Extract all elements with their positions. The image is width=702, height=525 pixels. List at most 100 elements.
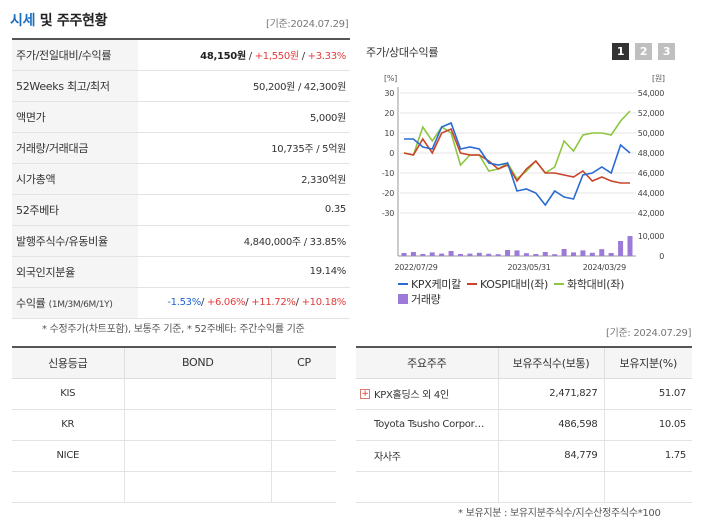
volume-bar	[542, 252, 548, 256]
info-value: 4,840,000주 / 33.85%	[138, 225, 350, 257]
returns-period: (1M/3M/6M/1Y)	[48, 299, 113, 310]
legend-kospi-label: KOSPI대비(좌)	[479, 277, 549, 291]
right-tick-label: 42,000	[638, 209, 664, 218]
info-row: 52주베타 0.35	[12, 194, 350, 226]
return-1m: -1.53%	[167, 297, 201, 308]
info-label: 52Weeks 최고/최저	[12, 70, 138, 102]
table-row: KIS	[12, 378, 336, 410]
left-axis-unit: [%]	[384, 74, 397, 83]
right-axis-unit: [원]	[652, 74, 665, 83]
info-value: 2,330억원	[138, 163, 350, 195]
info-row: 시가총액 2,330억원	[12, 163, 350, 195]
volume-bar	[476, 252, 482, 256]
legend-row: 거래량	[398, 291, 630, 306]
volume-bar	[439, 253, 445, 256]
volume-bar	[627, 236, 633, 256]
chart-legend: KPX케미칼 KOSPI대비(좌) 화학대비(좌) 거래량	[398, 276, 630, 306]
price-change: +1,550원	[254, 51, 299, 63]
volume-bar	[410, 252, 416, 256]
volume-bar	[608, 253, 614, 256]
info-value: 0.35	[138, 194, 350, 226]
chart-title: 주가/상대수익률	[366, 46, 439, 59]
volume-bar	[580, 250, 586, 256]
holders-base-date: [기준: 2024.07.29]	[606, 328, 692, 339]
legend-chem[interactable]: 화학대비(좌)	[554, 276, 624, 292]
volume-bar	[552, 254, 558, 256]
credit-cp	[270, 440, 336, 472]
right-tick-label: 48,000	[638, 149, 664, 158]
info-row: 거래량/거래대금 10,735주 / 5억원	[12, 132, 350, 164]
credit-bond	[123, 409, 272, 441]
expand-plus-icon[interactable]: +	[360, 388, 370, 399]
info-row: 52Weeks 최고/최저 50,200원 / 42,300원	[12, 70, 350, 102]
volume-bar	[618, 241, 624, 256]
price-rate: +3.33%	[307, 51, 347, 63]
credit-header-cell: 신용등급	[12, 347, 124, 379]
info-label: 발행주식수/유동비율	[12, 225, 138, 257]
right-tick-label: 44,000	[638, 189, 664, 198]
volume-bar	[448, 251, 454, 256]
info-row: 발행주식수/유동비율 4,840,000주 / 33.85%	[12, 225, 350, 257]
legend-volume[interactable]: 거래량	[398, 291, 441, 307]
holder-stake: 51.07	[603, 378, 692, 410]
table-row: NICE	[12, 440, 336, 472]
credit-agency: KIS	[12, 378, 124, 410]
legend-kospi[interactable]: KOSPI대비(좌)	[466, 276, 549, 292]
holders-header-cell: 주요주주	[356, 347, 498, 379]
credit-bond	[123, 378, 272, 410]
info-value: 10,735주 / 5억원	[138, 132, 350, 164]
right-tick-label: 50,000	[638, 129, 664, 138]
volume-bar	[467, 253, 473, 256]
credit-agency: NICE	[12, 440, 124, 472]
kpx-line	[404, 121, 631, 207]
section-title: 시세 및 주주현황	[10, 10, 108, 30]
credit-bond	[123, 440, 272, 472]
info-row: 외국인지분율 19.14%	[12, 256, 350, 288]
volume-bar	[589, 252, 595, 256]
chart-tabs: 1 2 3	[612, 43, 675, 60]
return-6m: +11.72%	[251, 297, 296, 308]
legend-kpx[interactable]: KPX케미칼	[398, 276, 461, 292]
holders-header-cell: 보유주식수(보통)	[497, 347, 604, 379]
chart-grid	[397, 87, 636, 257]
info-label: 시가총액	[12, 163, 138, 195]
holder-shares: 84,779	[497, 440, 604, 472]
left-tick-label: 30	[384, 89, 394, 98]
holder-shares	[497, 471, 604, 503]
holder-shares: 486,598	[497, 409, 604, 441]
kospi-swatch	[466, 282, 477, 285]
holders-header: 주요주주 보유주식수(보통) 보유지분(%)	[356, 347, 692, 379]
info-label: 거래량/거래대금	[12, 132, 138, 164]
table-row	[356, 471, 692, 503]
volume-bar	[599, 249, 605, 256]
info-label: 주가/전일대비/수익률	[12, 39, 138, 71]
holder-stake	[603, 471, 692, 503]
price-values: 48,150원 / +1,550원 / +3.33%	[138, 39, 350, 71]
info-row: 수익률 (1M/3M/6M/1Y) -1.53%/ +6.06%/ +11.72…	[12, 287, 350, 319]
chart-ticks: 30 54,000 20 52,000 10 50,000 0 48,000 -10 46,000…	[382, 89, 665, 272]
chem-swatch	[554, 282, 565, 285]
right-tick-label: 52,000	[638, 109, 664, 118]
volume-bars	[401, 236, 633, 256]
returns-label: 수익률	[16, 296, 46, 310]
info-value: 5,000원	[138, 101, 350, 133]
holder-name-cell: + KPX홀딩스 외 4인	[356, 378, 498, 410]
legend-volume-label: 거래량	[411, 292, 441, 306]
major-shareholders-table: 주요주주 보유주식수(보통) 보유지분(%) + KPX홀딩스 외 4인 2,47…	[356, 346, 692, 503]
tab-3[interactable]: 3	[658, 43, 675, 60]
tab-1[interactable]: 1	[612, 43, 629, 60]
credit-cp	[270, 409, 336, 441]
price-info-table: 주가/전일대비/수익률 48,150원 / +1,550원 / +3.33% 5…	[12, 38, 350, 319]
credit-agency	[12, 471, 124, 503]
left-tick-label: -30	[382, 209, 394, 218]
x-tick-label: 2024/03/29	[583, 263, 626, 272]
holders-footnote: * 보유지분 : 보유지분주식수/지수산정주식수*100	[458, 508, 661, 519]
volume-bar	[533, 254, 539, 256]
holder-stake: 10.05	[603, 409, 692, 441]
x-tick-label: 2022/07/29	[394, 263, 437, 272]
kospi-line	[403, 127, 630, 184]
volume-bar	[561, 249, 567, 256]
info-footnote: * 수정주가(차트포함), 보통주 기준, * 52주베타: 주간수익률 기준	[42, 324, 305, 335]
tab-2[interactable]: 2	[635, 43, 652, 60]
holder-name	[356, 471, 498, 503]
